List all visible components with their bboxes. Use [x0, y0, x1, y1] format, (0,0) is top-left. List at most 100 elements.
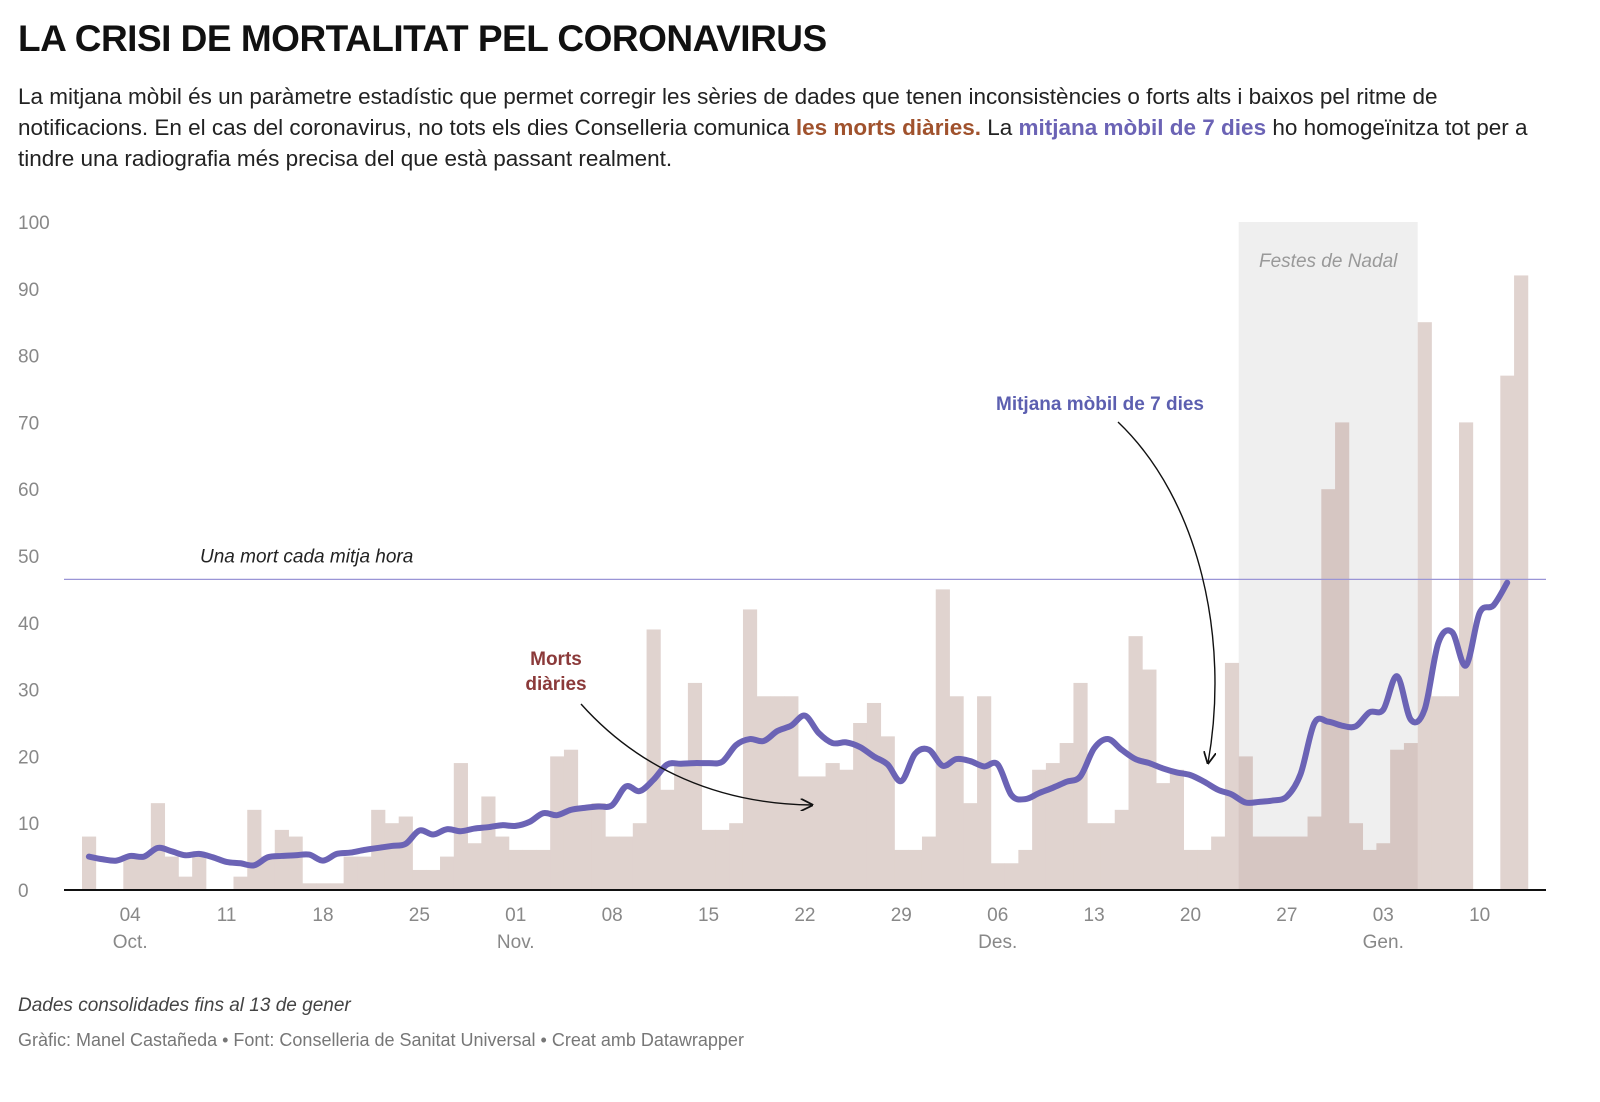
bar — [178, 876, 193, 890]
bar — [1238, 756, 1253, 890]
bar — [1335, 422, 1350, 890]
bar — [1445, 696, 1460, 890]
y-tick-label: 90 — [18, 280, 39, 301]
bar — [839, 769, 854, 890]
bar — [1169, 769, 1184, 890]
intro-text-2: La — [980, 115, 1019, 140]
bar — [701, 829, 716, 890]
bar — [908, 849, 923, 890]
x-month-label: Des. — [978, 932, 1017, 953]
bar — [343, 856, 358, 890]
x-tick-label: 04 — [120, 905, 142, 926]
bar — [990, 863, 1005, 890]
x-month-label: Oct. — [113, 932, 148, 953]
bar — [577, 809, 592, 890]
bar — [440, 856, 455, 890]
reference-line-group: Una mort cada mitja hora — [64, 546, 1546, 581]
y-tick-label: 30 — [18, 681, 39, 702]
bar — [481, 796, 496, 890]
moving-average-series — [85, 579, 1511, 869]
bar — [1114, 809, 1129, 890]
bar — [1156, 783, 1171, 890]
bar — [1500, 375, 1515, 890]
bar — [1390, 749, 1405, 890]
bar — [1417, 322, 1432, 890]
bar — [164, 856, 179, 890]
x-tick-label: 01 — [505, 905, 526, 926]
bar — [398, 816, 413, 890]
bar — [1128, 636, 1143, 890]
footer-source: Gràfic: Manel Castañeda • Font: Conselle… — [18, 1030, 744, 1050]
bar — [1142, 669, 1157, 890]
bar — [274, 829, 289, 890]
bar — [508, 849, 524, 890]
annotation-bars-line2: diàries — [525, 674, 586, 695]
bar — [82, 836, 97, 890]
bar — [1059, 743, 1074, 890]
bar — [729, 823, 744, 890]
bar — [811, 776, 826, 890]
x-tick-label: 27 — [1276, 905, 1297, 926]
bar — [977, 696, 992, 890]
bar — [1018, 849, 1033, 890]
x-tick-label: 13 — [1084, 905, 1105, 926]
bar — [770, 696, 785, 890]
bar — [192, 856, 207, 890]
bar — [1362, 849, 1377, 890]
x-tick-label: 11 — [217, 905, 237, 926]
bar — [591, 803, 606, 890]
bar — [1321, 489, 1336, 890]
bar — [233, 876, 248, 890]
y-tick-label: 100 — [18, 213, 50, 234]
bar — [1211, 836, 1226, 890]
bar — [384, 823, 400, 890]
bar — [646, 629, 661, 890]
bar — [550, 756, 565, 890]
bar — [742, 609, 758, 890]
x-axis: 04 Oct. 11 18 25 01 Nov. 08 15 22 29 06 Des. 13 20 27 03… — [64, 889, 1546, 953]
bar — [563, 749, 579, 890]
bar — [1197, 849, 1212, 890]
bar — [1100, 823, 1116, 890]
bar — [1376, 843, 1391, 890]
bar — [1073, 682, 1088, 890]
x-month-label: Nov. — [497, 932, 535, 953]
annotation-bars-line1: Morts — [530, 649, 582, 670]
x-tick-label: 22 — [794, 905, 815, 926]
bar — [784, 696, 799, 890]
bar — [674, 763, 689, 890]
bar — [522, 849, 537, 890]
x-tick-label: 25 — [409, 905, 430, 926]
bar — [1279, 836, 1295, 890]
bar — [1431, 696, 1446, 890]
y-tick-label: 80 — [18, 347, 39, 368]
y-tick-label: 10 — [18, 814, 39, 835]
bar — [1403, 743, 1419, 890]
bar — [1183, 849, 1198, 890]
bar — [1348, 823, 1364, 890]
chart-description: La mitjana mòbil és un paràmetre estadís… — [18, 81, 1558, 174]
bar — [1459, 422, 1474, 890]
bar — [123, 856, 138, 890]
bar — [935, 589, 950, 890]
bar — [1514, 275, 1529, 890]
y-axis: 0 10 20 30 40 50 60 70 80 90 100 — [18, 213, 50, 902]
x-tick-label: 29 — [891, 905, 912, 926]
bar — [1307, 816, 1322, 890]
y-tick-label: 40 — [18, 614, 39, 635]
bar — [426, 869, 441, 890]
bar — [316, 883, 331, 890]
intro-text-1: La mitjana mòbil és un paràmetre estadís… — [18, 84, 1438, 140]
bar — [1252, 836, 1267, 890]
bar — [825, 763, 840, 890]
x-tick-label: 06 — [987, 905, 1008, 926]
bar — [949, 696, 964, 890]
y-tick-label: 20 — [18, 747, 39, 768]
bar — [495, 836, 510, 890]
bar — [798, 776, 813, 890]
bar — [302, 883, 317, 890]
bar — [137, 856, 152, 890]
bar — [687, 682, 703, 890]
annotation-arrow-bars — [580, 703, 812, 805]
